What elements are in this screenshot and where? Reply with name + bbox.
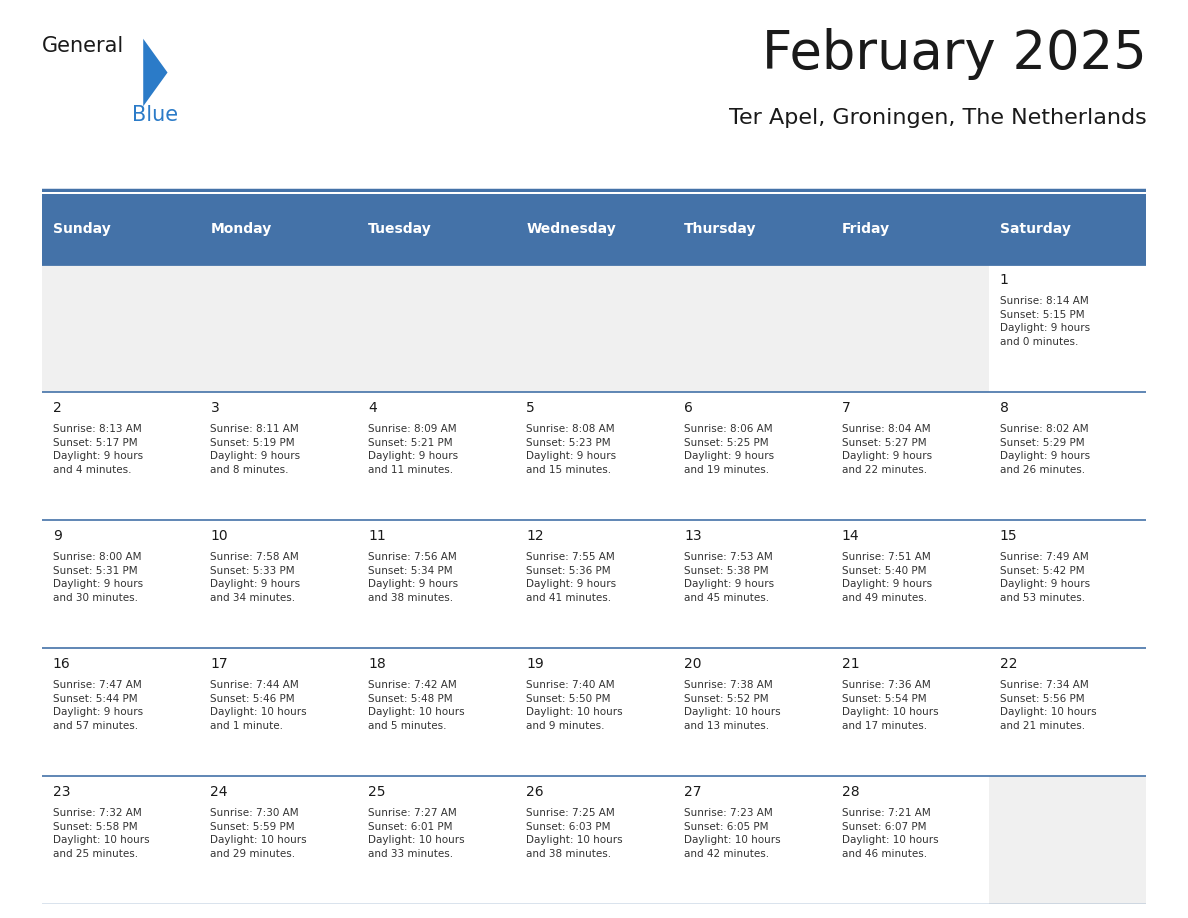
Text: Sunrise: 7:49 AM
Sunset: 5:42 PM
Daylight: 9 hours
and 53 minutes.: Sunrise: 7:49 AM Sunset: 5:42 PM Dayligh… <box>999 552 1089 603</box>
Text: Sunrise: 8:04 AM
Sunset: 5:27 PM
Daylight: 9 hours
and 22 minutes.: Sunrise: 8:04 AM Sunset: 5:27 PM Dayligh… <box>842 424 931 475</box>
Text: 4: 4 <box>368 401 377 415</box>
Text: 17: 17 <box>210 657 228 671</box>
Text: 15: 15 <box>999 529 1017 543</box>
Text: 10: 10 <box>210 529 228 543</box>
Text: Blue: Blue <box>132 105 178 125</box>
Text: 19: 19 <box>526 657 544 671</box>
Text: Sunrise: 7:27 AM
Sunset: 6:01 PM
Daylight: 10 hours
and 33 minutes.: Sunrise: 7:27 AM Sunset: 6:01 PM Dayligh… <box>368 808 465 859</box>
Text: Sunrise: 7:21 AM
Sunset: 6:07 PM
Daylight: 10 hours
and 46 minutes.: Sunrise: 7:21 AM Sunset: 6:07 PM Dayligh… <box>842 808 939 859</box>
Text: Sunrise: 7:53 AM
Sunset: 5:38 PM
Daylight: 9 hours
and 45 minutes.: Sunrise: 7:53 AM Sunset: 5:38 PM Dayligh… <box>684 552 775 603</box>
FancyBboxPatch shape <box>672 264 830 392</box>
Text: Tuesday: Tuesday <box>368 222 432 236</box>
FancyBboxPatch shape <box>42 392 1146 521</box>
Text: 2: 2 <box>52 401 62 415</box>
Text: Monday: Monday <box>210 222 272 236</box>
Text: 1: 1 <box>999 273 1009 287</box>
Text: Sunrise: 7:25 AM
Sunset: 6:03 PM
Daylight: 10 hours
and 38 minutes.: Sunrise: 7:25 AM Sunset: 6:03 PM Dayligh… <box>526 808 623 859</box>
Text: Sunrise: 7:51 AM
Sunset: 5:40 PM
Daylight: 9 hours
and 49 minutes.: Sunrise: 7:51 AM Sunset: 5:40 PM Dayligh… <box>842 552 931 603</box>
Text: 14: 14 <box>842 529 859 543</box>
Text: Sunrise: 7:42 AM
Sunset: 5:48 PM
Daylight: 10 hours
and 5 minutes.: Sunrise: 7:42 AM Sunset: 5:48 PM Dayligh… <box>368 680 465 731</box>
Text: Sunrise: 8:13 AM
Sunset: 5:17 PM
Daylight: 9 hours
and 4 minutes.: Sunrise: 8:13 AM Sunset: 5:17 PM Dayligh… <box>52 424 143 475</box>
Text: Sunrise: 7:36 AM
Sunset: 5:54 PM
Daylight: 10 hours
and 17 minutes.: Sunrise: 7:36 AM Sunset: 5:54 PM Dayligh… <box>842 680 939 731</box>
FancyBboxPatch shape <box>42 264 1146 392</box>
FancyBboxPatch shape <box>200 194 358 264</box>
Text: 20: 20 <box>684 657 701 671</box>
Text: 6: 6 <box>684 401 693 415</box>
FancyBboxPatch shape <box>988 777 1146 904</box>
Text: Sunrise: 8:09 AM
Sunset: 5:21 PM
Daylight: 9 hours
and 11 minutes.: Sunrise: 8:09 AM Sunset: 5:21 PM Dayligh… <box>368 424 459 475</box>
Text: 3: 3 <box>210 401 220 415</box>
Text: 24: 24 <box>210 785 228 800</box>
Text: Wednesday: Wednesday <box>526 222 615 236</box>
Text: Sunrise: 8:14 AM
Sunset: 5:15 PM
Daylight: 9 hours
and 0 minutes.: Sunrise: 8:14 AM Sunset: 5:15 PM Dayligh… <box>999 297 1089 347</box>
FancyBboxPatch shape <box>358 194 516 264</box>
Text: 7: 7 <box>842 401 851 415</box>
FancyBboxPatch shape <box>988 194 1146 264</box>
FancyBboxPatch shape <box>42 648 1146 777</box>
FancyBboxPatch shape <box>42 521 1146 648</box>
Text: Sunrise: 8:02 AM
Sunset: 5:29 PM
Daylight: 9 hours
and 26 minutes.: Sunrise: 8:02 AM Sunset: 5:29 PM Dayligh… <box>999 424 1089 475</box>
Text: Sunrise: 7:58 AM
Sunset: 5:33 PM
Daylight: 9 hours
and 34 minutes.: Sunrise: 7:58 AM Sunset: 5:33 PM Dayligh… <box>210 552 301 603</box>
FancyBboxPatch shape <box>516 194 672 264</box>
Text: Sunrise: 7:23 AM
Sunset: 6:05 PM
Daylight: 10 hours
and 42 minutes.: Sunrise: 7:23 AM Sunset: 6:05 PM Dayligh… <box>684 808 781 859</box>
Text: 21: 21 <box>842 657 859 671</box>
Text: 27: 27 <box>684 785 701 800</box>
Polygon shape <box>144 39 168 106</box>
Text: Sunrise: 8:11 AM
Sunset: 5:19 PM
Daylight: 9 hours
and 8 minutes.: Sunrise: 8:11 AM Sunset: 5:19 PM Dayligh… <box>210 424 301 475</box>
Text: Sunrise: 8:06 AM
Sunset: 5:25 PM
Daylight: 9 hours
and 19 minutes.: Sunrise: 8:06 AM Sunset: 5:25 PM Dayligh… <box>684 424 775 475</box>
Text: Sunrise: 7:47 AM
Sunset: 5:44 PM
Daylight: 9 hours
and 57 minutes.: Sunrise: 7:47 AM Sunset: 5:44 PM Dayligh… <box>52 680 143 731</box>
Text: Thursday: Thursday <box>684 222 757 236</box>
Text: Sunrise: 7:32 AM
Sunset: 5:58 PM
Daylight: 10 hours
and 25 minutes.: Sunrise: 7:32 AM Sunset: 5:58 PM Dayligh… <box>52 808 150 859</box>
Text: 25: 25 <box>368 785 386 800</box>
Text: 26: 26 <box>526 785 544 800</box>
Text: Sunrise: 7:56 AM
Sunset: 5:34 PM
Daylight: 9 hours
and 38 minutes.: Sunrise: 7:56 AM Sunset: 5:34 PM Dayligh… <box>368 552 459 603</box>
Text: Saturday: Saturday <box>999 222 1070 236</box>
Text: 22: 22 <box>999 657 1017 671</box>
FancyBboxPatch shape <box>830 264 988 392</box>
Text: Sunrise: 8:00 AM
Sunset: 5:31 PM
Daylight: 9 hours
and 30 minutes.: Sunrise: 8:00 AM Sunset: 5:31 PM Dayligh… <box>52 552 143 603</box>
FancyBboxPatch shape <box>42 264 200 392</box>
Text: 28: 28 <box>842 785 859 800</box>
Text: Sunrise: 7:34 AM
Sunset: 5:56 PM
Daylight: 10 hours
and 21 minutes.: Sunrise: 7:34 AM Sunset: 5:56 PM Dayligh… <box>999 680 1097 731</box>
Text: 18: 18 <box>368 657 386 671</box>
Text: 16: 16 <box>52 657 70 671</box>
Text: Sunrise: 8:08 AM
Sunset: 5:23 PM
Daylight: 9 hours
and 15 minutes.: Sunrise: 8:08 AM Sunset: 5:23 PM Dayligh… <box>526 424 617 475</box>
FancyBboxPatch shape <box>358 264 516 392</box>
Text: 12: 12 <box>526 529 544 543</box>
Text: Friday: Friday <box>842 222 890 236</box>
FancyBboxPatch shape <box>830 194 988 264</box>
FancyBboxPatch shape <box>672 194 830 264</box>
Text: 13: 13 <box>684 529 702 543</box>
Text: Sunrise: 7:55 AM
Sunset: 5:36 PM
Daylight: 9 hours
and 41 minutes.: Sunrise: 7:55 AM Sunset: 5:36 PM Dayligh… <box>526 552 617 603</box>
FancyBboxPatch shape <box>200 264 358 392</box>
Text: February 2025: February 2025 <box>762 28 1146 80</box>
Text: 11: 11 <box>368 529 386 543</box>
Text: Sunrise: 7:30 AM
Sunset: 5:59 PM
Daylight: 10 hours
and 29 minutes.: Sunrise: 7:30 AM Sunset: 5:59 PM Dayligh… <box>210 808 307 859</box>
Text: 9: 9 <box>52 529 62 543</box>
Text: Sunrise: 7:44 AM
Sunset: 5:46 PM
Daylight: 10 hours
and 1 minute.: Sunrise: 7:44 AM Sunset: 5:46 PM Dayligh… <box>210 680 307 731</box>
Text: Ter Apel, Groningen, The Netherlands: Ter Apel, Groningen, The Netherlands <box>728 107 1146 128</box>
FancyBboxPatch shape <box>516 264 672 392</box>
Text: 5: 5 <box>526 401 535 415</box>
Text: General: General <box>42 36 124 56</box>
Text: Sunrise: 7:40 AM
Sunset: 5:50 PM
Daylight: 10 hours
and 9 minutes.: Sunrise: 7:40 AM Sunset: 5:50 PM Dayligh… <box>526 680 623 731</box>
FancyBboxPatch shape <box>42 194 200 264</box>
Text: 8: 8 <box>999 401 1009 415</box>
Text: Sunrise: 7:38 AM
Sunset: 5:52 PM
Daylight: 10 hours
and 13 minutes.: Sunrise: 7:38 AM Sunset: 5:52 PM Dayligh… <box>684 680 781 731</box>
Text: Sunday: Sunday <box>52 222 110 236</box>
Text: 23: 23 <box>52 785 70 800</box>
FancyBboxPatch shape <box>42 777 1146 904</box>
